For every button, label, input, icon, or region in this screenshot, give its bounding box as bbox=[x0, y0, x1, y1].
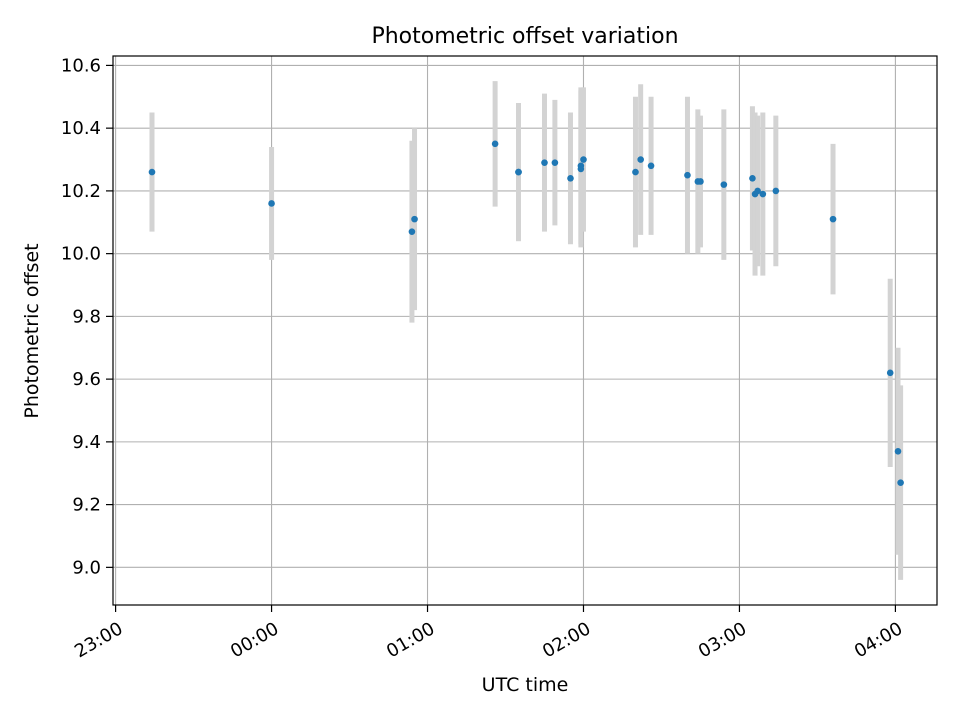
data-point bbox=[772, 187, 780, 195]
plot-area bbox=[113, 56, 937, 605]
y-axis-ticks: 9.0 9.2 9.4 9.6 9.8 10.0 10.2 10.4 10.6 bbox=[61, 55, 113, 578]
data-point bbox=[886, 369, 894, 377]
data-point bbox=[720, 181, 728, 188]
data-point bbox=[697, 178, 704, 185]
y-axis-label: Photometric offset bbox=[21, 243, 43, 418]
data-point bbox=[632, 168, 639, 176]
y-tick-label: 10.2 bbox=[61, 181, 101, 202]
data-point bbox=[647, 162, 655, 170]
y-tick-label: 10.0 bbox=[61, 244, 101, 265]
y-tick-label: 9.4 bbox=[72, 432, 101, 453]
data-points bbox=[148, 140, 904, 486]
data-point bbox=[411, 215, 418, 223]
data-point bbox=[408, 228, 416, 235]
data-point bbox=[268, 200, 275, 207]
data-point bbox=[684, 171, 691, 179]
chart-title: Photometric offset variation bbox=[371, 24, 678, 49]
data-point bbox=[491, 140, 499, 148]
y-tick-label: 9.6 bbox=[72, 369, 101, 390]
data-point bbox=[637, 156, 644, 163]
data-point bbox=[829, 215, 837, 223]
data-point bbox=[754, 187, 761, 195]
data-point bbox=[551, 159, 559, 166]
y-tick-label: 10.4 bbox=[61, 118, 101, 139]
plot-frame bbox=[112, 55, 938, 606]
data-point bbox=[580, 156, 587, 163]
data-point bbox=[894, 447, 902, 455]
data-point bbox=[759, 190, 767, 198]
y-tick-label: 9.0 bbox=[72, 557, 101, 578]
data-point bbox=[577, 162, 585, 170]
data-point bbox=[567, 175, 574, 182]
y-tick-label: 9.8 bbox=[72, 306, 101, 327]
grid bbox=[113, 56, 937, 605]
x-axis-label: UTC time bbox=[482, 674, 569, 696]
data-point bbox=[749, 175, 756, 182]
data-point bbox=[541, 159, 548, 166]
data-point bbox=[897, 479, 904, 486]
y-tick-label: 9.2 bbox=[72, 495, 101, 516]
data-point bbox=[148, 168, 156, 176]
y-tick-label: 10.6 bbox=[61, 55, 101, 76]
data-point bbox=[515, 168, 522, 176]
